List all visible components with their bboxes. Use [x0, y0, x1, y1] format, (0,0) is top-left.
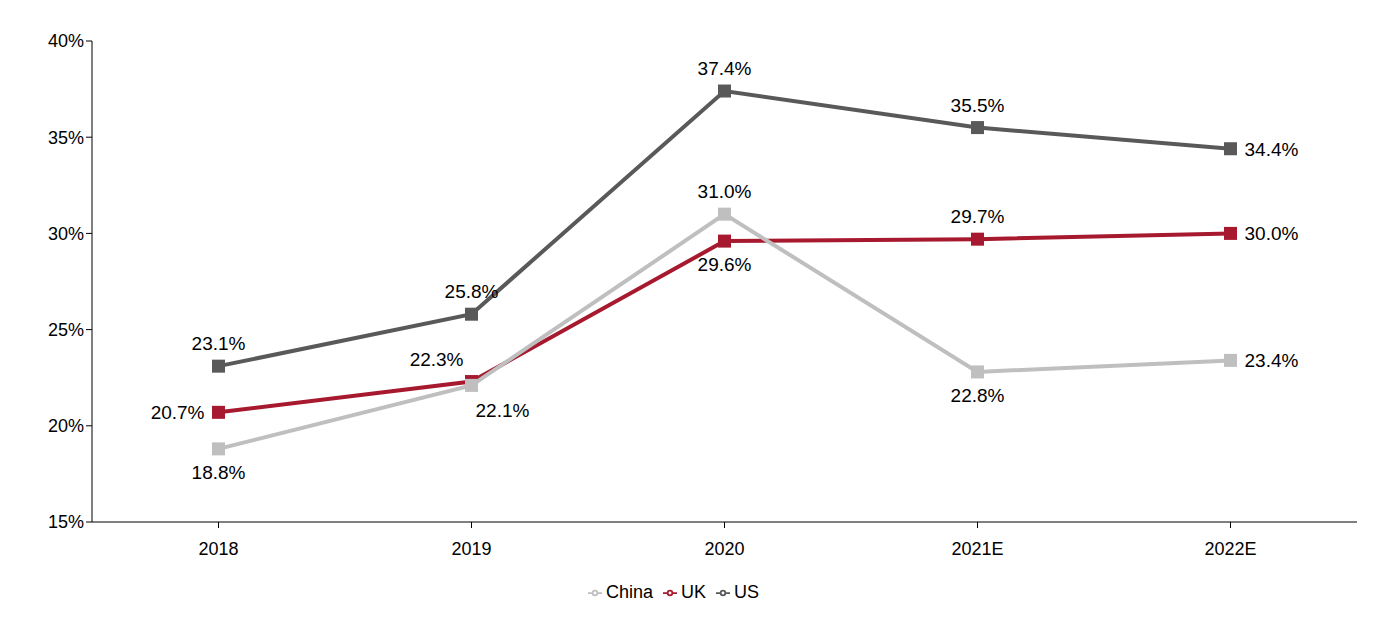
- html-text:UK: UK: [681, 582, 706, 602]
- svg-text:29.7%: 29.7%: [951, 206, 1005, 227]
- svg-text:34.4%: 34.4%: [1245, 139, 1299, 160]
- svg-text:20%: 20%: [48, 416, 84, 436]
- svg-text:2021E: 2021E: [951, 539, 1003, 559]
- svg-text:29.6%: 29.6%: [698, 254, 752, 275]
- svg-text:25%: 25%: [48, 320, 84, 340]
- svg-text:2019: 2019: [451, 539, 491, 559]
- svg-text:22.1%: 22.1%: [476, 400, 530, 421]
- svg-text:25.8%: 25.8%: [445, 281, 499, 302]
- svg-text:2020: 2020: [704, 539, 744, 559]
- svg-text:31.0%: 31.0%: [698, 181, 752, 202]
- svg-text:35%: 35%: [48, 128, 84, 148]
- svg-text:2022E: 2022E: [1204, 539, 1256, 559]
- svg-text:30.0%: 30.0%: [1245, 223, 1299, 244]
- svg-text:23.1%: 23.1%: [192, 333, 246, 354]
- svg-text:37.4%: 37.4%: [698, 58, 752, 79]
- svg-text:15%: 15%: [48, 512, 84, 532]
- html-text:China: China: [606, 582, 653, 602]
- svg-text:2018: 2018: [198, 539, 238, 559]
- svg-text:20.7%: 20.7%: [151, 402, 205, 423]
- svg-text:40%: 40%: [48, 31, 84, 51]
- svg-text:35.5%: 35.5%: [951, 95, 1005, 116]
- svg-text:22.3%: 22.3%: [410, 349, 464, 370]
- svg-text:22.8%: 22.8%: [951, 385, 1005, 406]
- svg-text:23.4%: 23.4%: [1245, 350, 1299, 371]
- svg-text:30%: 30%: [48, 224, 84, 244]
- svg-text:18.8%: 18.8%: [192, 462, 246, 483]
- html-text:US: US: [734, 582, 759, 602]
